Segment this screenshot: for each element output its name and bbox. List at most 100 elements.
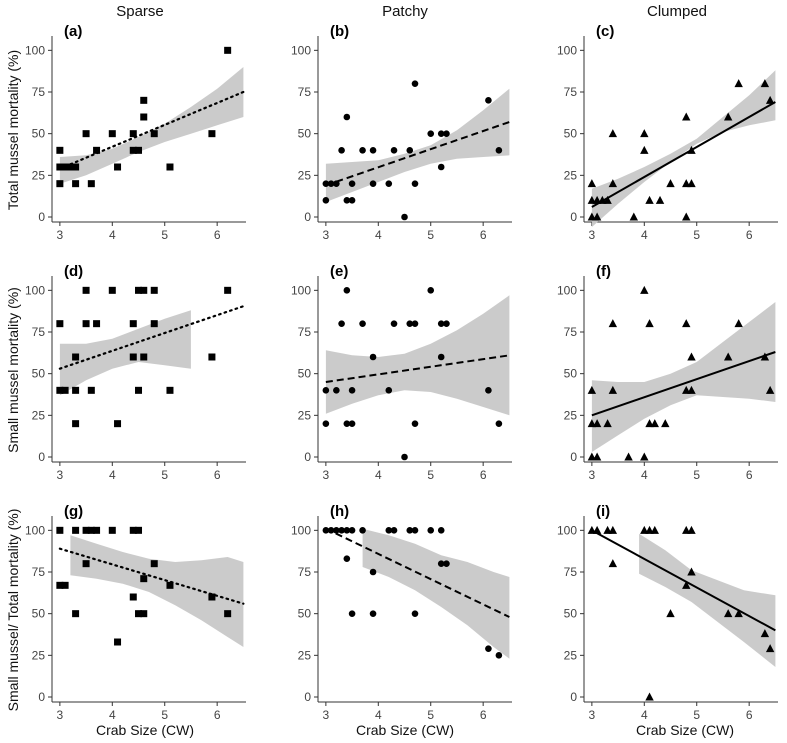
data-point: [723, 352, 733, 361]
data-point: [629, 212, 639, 221]
y-axis-title-row2: Small mussel mortality (%): [5, 287, 21, 453]
confidence-band: [325, 88, 510, 202]
data-point: [723, 609, 733, 618]
data-point: [343, 287, 351, 294]
data-point: [348, 527, 356, 534]
data-point: [765, 644, 775, 653]
y-tick-label: 0: [570, 690, 577, 704]
data-point: [322, 420, 330, 427]
panel-h: 0 25 50 75 100 3 4 5 6 (h): [291, 503, 512, 722]
data-point: [333, 527, 340, 534]
data-point: [87, 180, 95, 188]
data-point: [166, 386, 174, 394]
panel-label: (g): [64, 503, 83, 520]
confidence-band: [362, 528, 510, 659]
data-point: [666, 609, 675, 618]
data-point: [140, 96, 148, 104]
data-point: [343, 420, 351, 427]
data-point: [72, 163, 80, 171]
data-point: [72, 180, 80, 188]
data-point: [61, 386, 69, 394]
data-point: [129, 526, 137, 534]
data-point: [485, 645, 492, 652]
data-point: [411, 80, 419, 87]
data-point: [437, 130, 445, 137]
x-tick-label: 3: [589, 708, 596, 722]
data-point: [495, 420, 503, 427]
data-point: [687, 525, 696, 534]
data-point: [129, 320, 137, 328]
data-point: [682, 112, 691, 121]
data-point: [56, 146, 64, 154]
data-point: [411, 610, 419, 617]
x-tick-label: 4: [641, 708, 648, 722]
panel-label: (i): [596, 503, 610, 520]
data-point: [66, 163, 74, 171]
data-point: [108, 526, 116, 534]
data-point: [661, 419, 670, 428]
y-tick-label: 75: [298, 325, 312, 339]
panel-c: 0 25 50 75 100 3 4 5 6 (c): [557, 23, 778, 242]
data-point: [108, 130, 116, 138]
data-point: [166, 581, 174, 589]
y-tick-label: 100: [557, 283, 577, 297]
panel-b: 0 25 50 75 100 3 4 5 6 (b): [291, 23, 512, 242]
data-point: [87, 526, 95, 534]
fit-line: [58, 304, 248, 370]
x-tick-label: 5: [161, 708, 168, 722]
x-tick-label: 4: [109, 468, 116, 482]
column-title-sparse: Sparse: [116, 3, 164, 20]
x-tick-label: 4: [641, 228, 648, 242]
confidence-band: [591, 70, 776, 227]
panel-label: (b): [330, 23, 349, 40]
data-point: [135, 386, 143, 394]
data-point: [640, 285, 649, 294]
fit-line: [325, 354, 510, 383]
data-point: [140, 575, 148, 583]
y-tick-label: 25: [32, 648, 46, 662]
x-tick-label: 3: [57, 228, 64, 242]
data-point: [369, 353, 377, 361]
data-point: [140, 286, 148, 294]
x-axis-title-col3: Crab Size (CW): [636, 722, 734, 738]
data-point: [56, 320, 64, 328]
x-tick-label: 4: [375, 708, 382, 722]
data-point: [650, 525, 659, 534]
data-point: [348, 610, 356, 617]
data-point: [390, 320, 398, 327]
data-point: [56, 163, 64, 171]
data-point: [87, 386, 95, 394]
y-tick-label: 100: [557, 523, 577, 537]
data-point: [359, 147, 366, 154]
data-point: [129, 593, 137, 601]
panel-label: (c): [596, 23, 614, 40]
fit-line: [591, 351, 776, 417]
data-point: [760, 79, 770, 88]
y-tick-label: 50: [298, 367, 312, 381]
data-point: [765, 95, 775, 104]
fit-line: [58, 90, 245, 170]
x-tick-label: 5: [161, 468, 168, 482]
data-point: [140, 610, 148, 618]
data-point: [608, 525, 618, 534]
data-point: [208, 353, 216, 361]
data-point: [56, 386, 64, 394]
data-point: [82, 320, 90, 328]
data-point: [82, 286, 90, 294]
y-tick-label: 75: [32, 85, 46, 99]
data-point: [348, 180, 356, 187]
confidence-band: [70, 535, 244, 647]
data-point: [166, 163, 174, 171]
data-point: [437, 320, 445, 327]
data-point: [603, 419, 612, 428]
y-tick-label: 25: [564, 408, 578, 422]
data-point: [645, 195, 654, 204]
y-tick-label: 25: [298, 168, 312, 182]
data-point: [338, 320, 345, 327]
data-point: [72, 420, 80, 428]
data-point: [114, 163, 122, 171]
y-tick-label: 100: [25, 523, 45, 537]
y-tick-label: 100: [25, 43, 45, 57]
data-point: [427, 130, 435, 137]
